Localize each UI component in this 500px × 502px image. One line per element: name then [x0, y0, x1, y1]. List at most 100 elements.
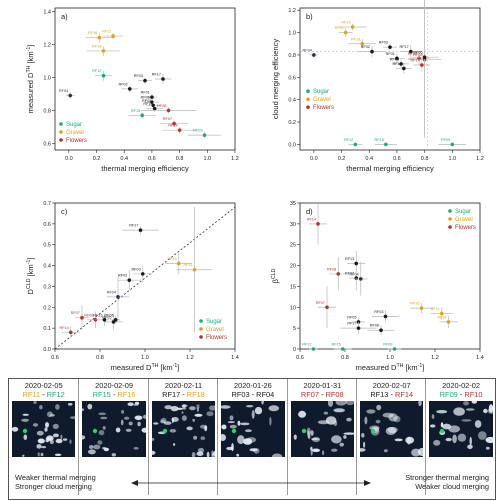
panel-label: b) [306, 12, 313, 21]
data-point [102, 318, 107, 322]
legend-label: Flowers [313, 105, 334, 111]
point-label: RF03 [131, 267, 140, 271]
cell-flight-labels: RF09 - RF10 [426, 390, 495, 399]
cloud [376, 404, 382, 411]
point-label: RF09 [441, 138, 450, 142]
cloud [206, 411, 214, 417]
cloud [471, 401, 478, 404]
cloud [418, 401, 422, 407]
cloud [55, 404, 60, 410]
y-axis-label: βCLD [271, 268, 280, 283]
y-tick-label: 0.0 [43, 347, 51, 353]
flight-label: RF15 [92, 390, 111, 399]
point-label: RF05 [142, 99, 151, 103]
point-label: RF09 [383, 343, 392, 347]
data-point [192, 267, 197, 272]
data-point [312, 53, 316, 57]
flight-label: - [40, 390, 47, 399]
y-tick-label: 1.0 [43, 75, 51, 81]
cloud [221, 434, 227, 441]
y-tick-label: 0.8 [43, 108, 51, 114]
cloud [163, 421, 172, 425]
cloud [489, 404, 493, 413]
data-point [111, 34, 115, 38]
cell-flight-labels: RF17 - RF18 [149, 390, 218, 399]
cloud [432, 414, 435, 419]
cloud [69, 416, 76, 419]
cloud [36, 430, 44, 436]
panel-2: c) 0.6 0.8 1.0 1.2 1.4 0.0 0.1 0.2 0.3 0.4 0.5 0.6 0.… [26, 201, 239, 372]
point-label: RF08 [157, 104, 166, 108]
flight-label: - [457, 390, 465, 399]
data-point [408, 49, 413, 54]
x-tick-label: 0.4 [365, 156, 373, 162]
x-tick-label: 1.2 [186, 355, 194, 361]
cloud [52, 423, 59, 429]
cloud [151, 450, 156, 455]
x-tick-label: 0.8 [96, 355, 104, 361]
cloud [62, 438, 68, 441]
cloud [310, 438, 319, 441]
point-label: RF03 [374, 310, 383, 314]
point-label: RF01 [141, 91, 150, 95]
cloud [22, 454, 25, 457]
cloud [206, 451, 210, 457]
cloud [133, 447, 140, 450]
data-point [127, 278, 132, 282]
cloud [271, 453, 283, 457]
flight-label: RF03 [231, 390, 250, 399]
point-label: RF17 [399, 45, 408, 49]
cloud [417, 447, 424, 457]
data-point [354, 276, 359, 280]
x-tick-label: 1.2 [231, 156, 239, 162]
y-tick-label: 0.2 [288, 120, 296, 126]
point-label: RF11 [183, 263, 192, 267]
legend-marker [306, 105, 310, 109]
cloud [361, 433, 365, 438]
point-label: RF08 [413, 53, 422, 57]
cloud [39, 405, 43, 410]
cloud [344, 401, 354, 406]
cloud [181, 404, 186, 409]
y-tick-label: 0.3 [43, 284, 51, 290]
cloud [311, 448, 320, 453]
data-point [325, 305, 329, 310]
cloud [394, 438, 403, 442]
cloud [330, 435, 342, 444]
cloud [237, 420, 241, 426]
point-label: RF05 [390, 57, 399, 61]
cloud [335, 401, 347, 406]
right-caption-line-2: Weaker cloud merging [415, 482, 489, 491]
y-tick-label: 0.7 [43, 201, 51, 207]
x-tick-label: 1.0 [141, 355, 149, 361]
panel-label: d) [306, 207, 313, 216]
point-label: RF06 [413, 51, 422, 55]
left-caption-line-1: Weaker thermal merging [15, 473, 96, 482]
cloud [181, 411, 184, 414]
legend-marker [306, 97, 310, 101]
cloud [186, 426, 193, 431]
cloud [151, 437, 155, 441]
y-tick-label: 0.6 [288, 75, 296, 81]
data-point [68, 330, 73, 335]
y-tick-label: 10 [290, 305, 296, 311]
cloud [251, 410, 255, 419]
cell-date: 2020-02-02 [442, 381, 480, 390]
flight-label: RF07 [300, 390, 319, 399]
cloud [121, 419, 124, 426]
x-tick-label: 0.2 [338, 156, 346, 162]
cloud [448, 425, 461, 433]
cloud [196, 451, 204, 456]
y-tick-label: 25 [290, 243, 296, 249]
cloud [466, 408, 475, 411]
point-label: RF15 [331, 343, 340, 347]
data-point [370, 49, 374, 54]
x-tick-label: 1.4 [231, 355, 239, 361]
data-point [446, 320, 451, 324]
cloud [221, 424, 227, 430]
cloud [211, 450, 214, 456]
cloud [93, 444, 101, 450]
point-label: RF14 [307, 217, 316, 221]
cell-flight-labels: RF11 - RF12 [9, 390, 78, 399]
cloud [246, 405, 254, 408]
